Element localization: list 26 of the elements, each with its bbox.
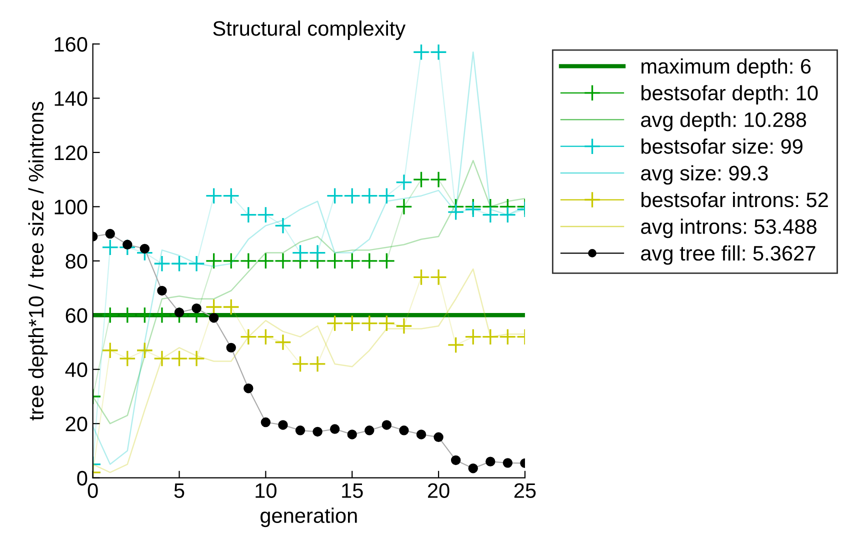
legend-label: avg introns: 53.488: [641, 218, 816, 238]
legend-label: avg depth: 10.288: [641, 112, 806, 132]
legend-label: avg tree fill: 5.3627: [641, 245, 816, 265]
x-tick-label: 5: [174, 483, 184, 498]
x-tick-label: 25: [514, 483, 536, 498]
y-tick-label: 0: [77, 470, 88, 486]
legend-label: avg size: 99.3: [641, 165, 768, 185]
y-tick-label: 40: [65, 362, 88, 378]
x-tick-label: 20: [428, 483, 450, 498]
y-axis-title: tree depth*10 / tree size / %introns: [28, 102, 48, 420]
x-tick-label: 10: [256, 483, 276, 498]
legend-label: bestsofar depth: 10: [642, 85, 818, 105]
legend-label: maximum depth: 6: [642, 58, 811, 78]
y-tick-label: 160: [54, 36, 88, 52]
x-tick-label: 0: [88, 483, 98, 498]
x-axis-title: generation: [260, 508, 357, 528]
y-tick-label: 100: [54, 200, 88, 214]
y-tick-label: 80: [66, 254, 88, 269]
y-tick-label: 120: [54, 145, 88, 160]
chart-title: Structural complexity: [213, 20, 406, 40]
legend-label: bestsofar introns: 52: [642, 192, 828, 208]
y-tick-label: 20: [66, 416, 88, 432]
legend-label: bestsofar size: 99: [642, 138, 802, 154]
x-tick-label: 15: [342, 483, 363, 498]
y-tick-label: 140: [54, 91, 88, 106]
y-tick-label: 60: [66, 308, 88, 323]
